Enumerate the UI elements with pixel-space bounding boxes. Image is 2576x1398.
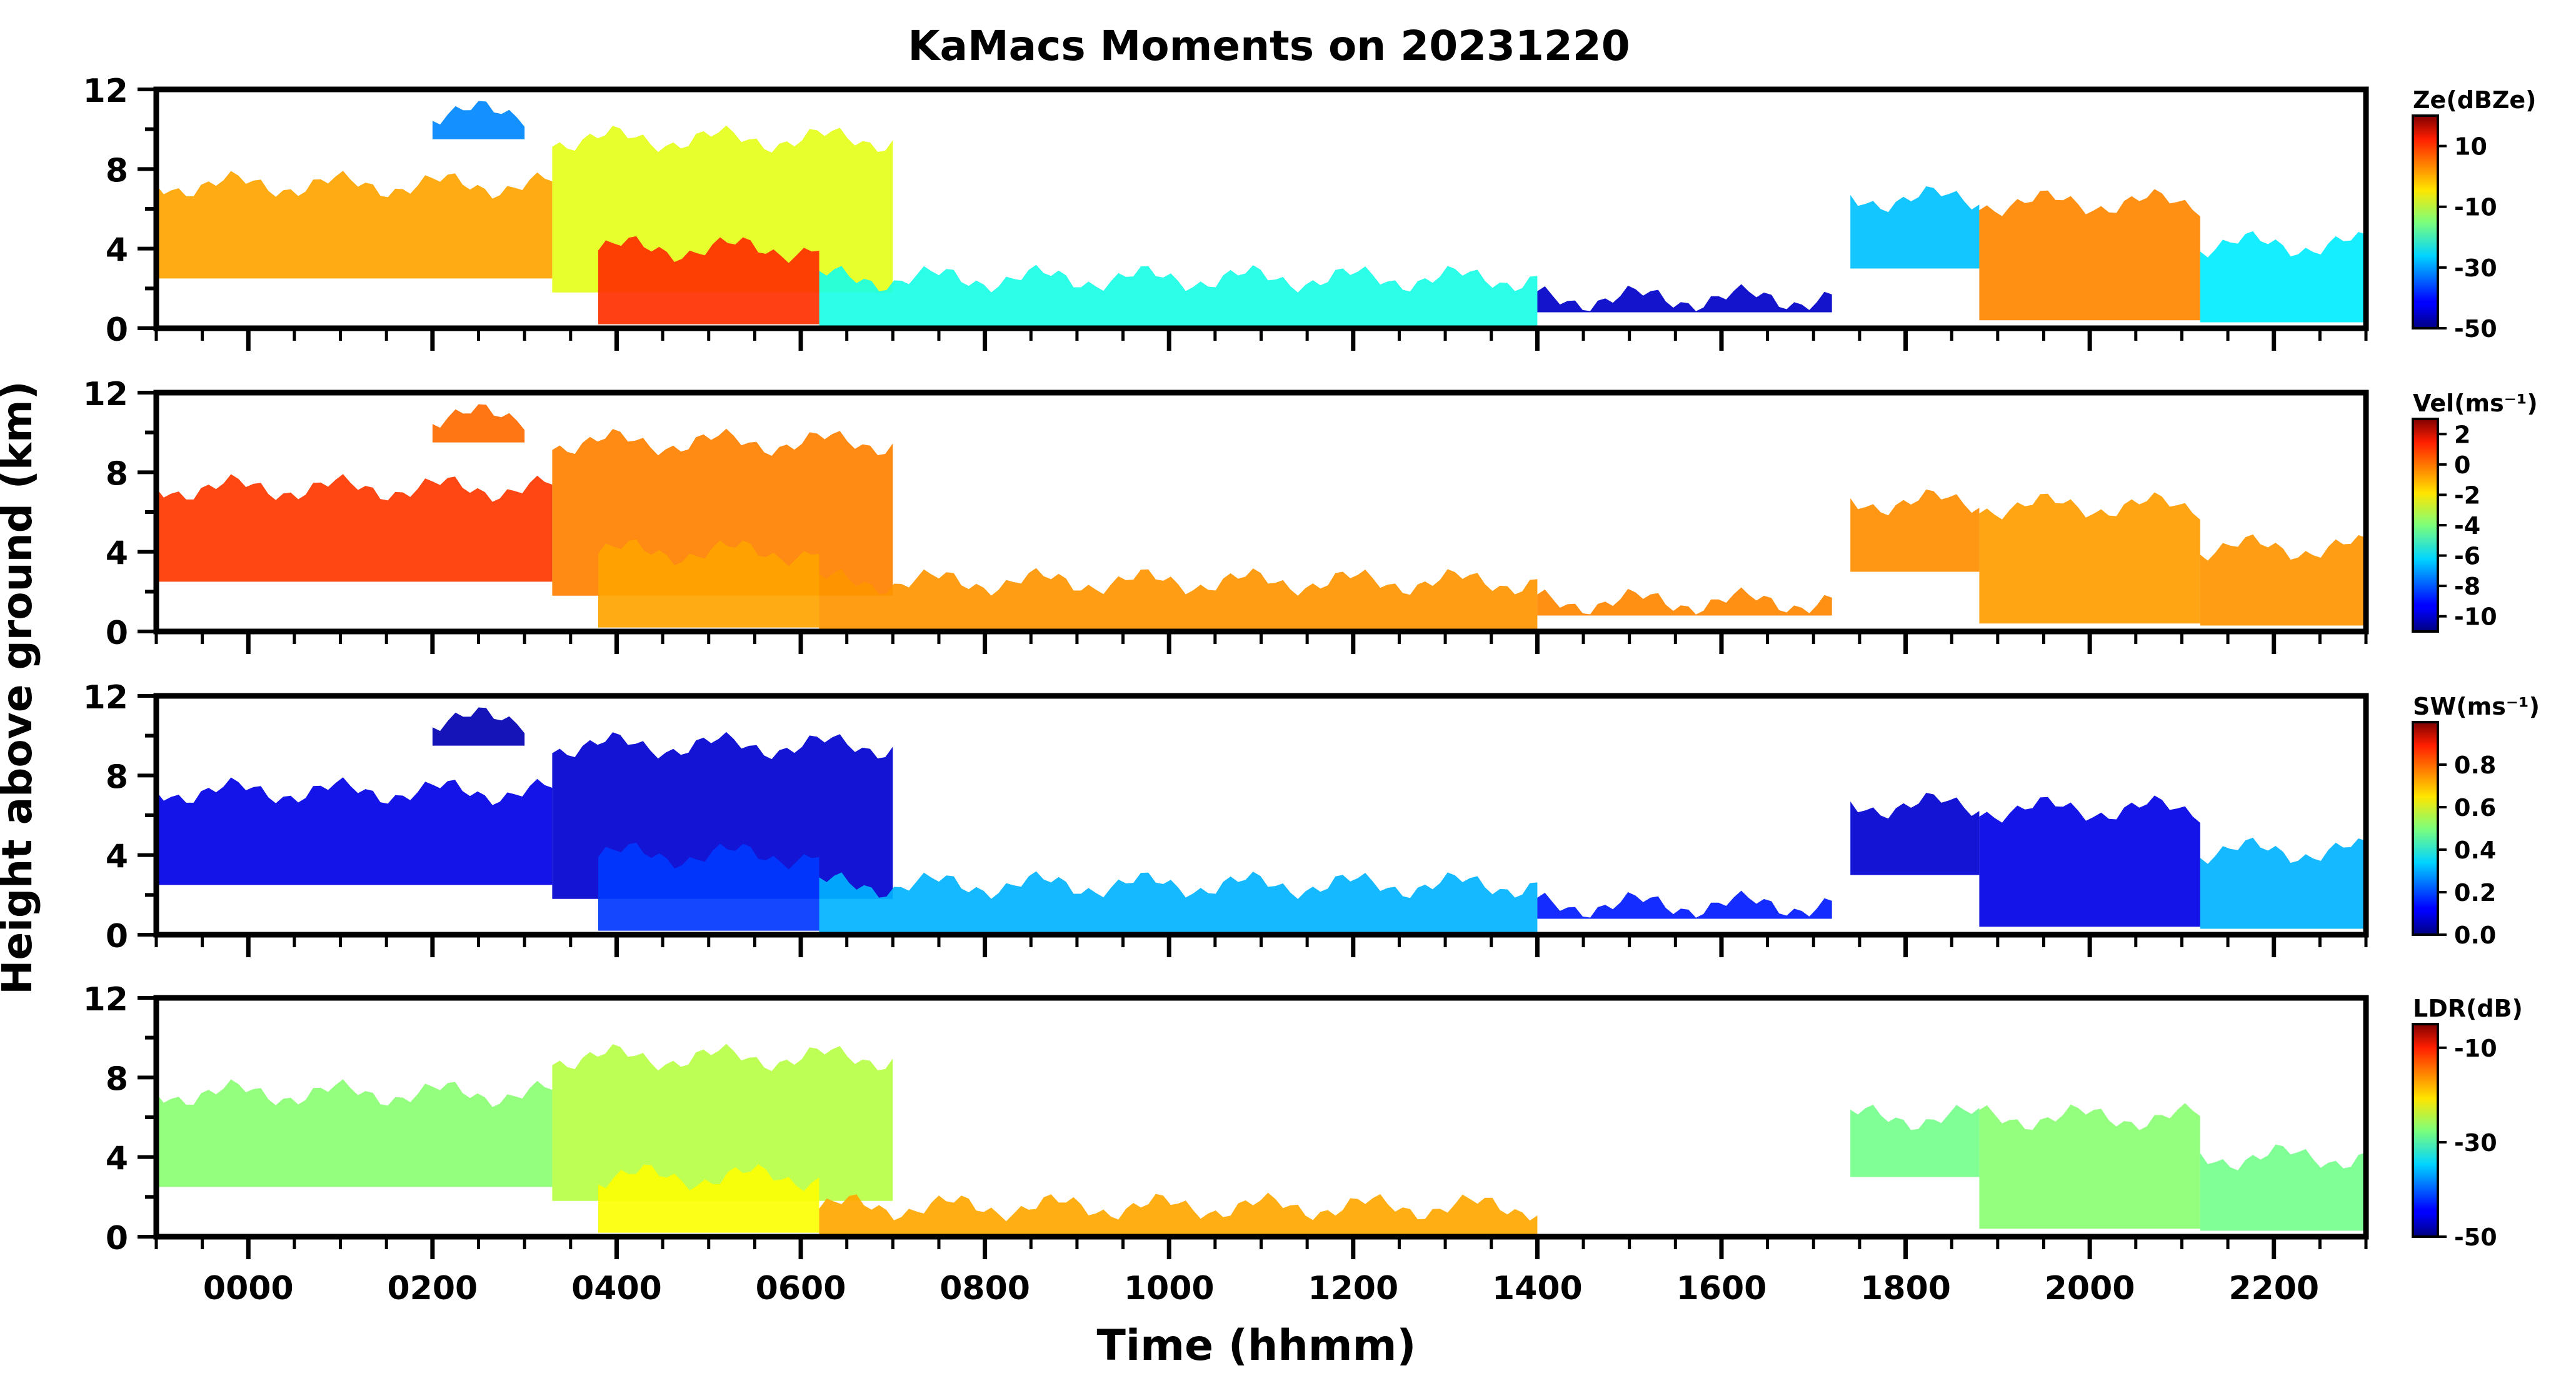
echo-region xyxy=(2200,1144,2366,1231)
colorbar-tick-label: 0.6 xyxy=(2454,794,2496,822)
colorbar xyxy=(2412,418,2439,633)
x-tick-label: 0400 xyxy=(571,1270,662,1307)
chart-title: KaMacs Moments on 20231220 xyxy=(908,22,1630,70)
echo-region xyxy=(1979,492,2200,624)
colorbar-label: Vel(ms⁻¹) xyxy=(2413,390,2538,417)
echo-layer xyxy=(156,1043,2366,1235)
colorbar-tick-label: -50 xyxy=(2454,1224,2497,1251)
echo-region xyxy=(1537,284,1832,313)
echo-region xyxy=(432,101,525,139)
panel-spectrum_width: 0 4 8 12 SW(ms⁻¹) 0.8 0.6 0.4 0.2 0.0 xyxy=(83,679,2540,957)
colorbar-tick-label: 0.0 xyxy=(2454,922,2496,949)
x-tick-label: 0800 xyxy=(940,1270,1030,1307)
panel-reflectivity: 0 4 8 12 Ze(dBZe) 10 -10 -30 -50 xyxy=(83,73,2537,351)
x-tick-label: 1000 xyxy=(1124,1270,1215,1307)
echo-region xyxy=(156,474,553,582)
echo-region xyxy=(819,1192,1538,1235)
echo-region xyxy=(598,1164,819,1233)
echo-region xyxy=(1537,890,1832,919)
colorbar-tick-label: -10 xyxy=(2454,1035,2497,1062)
echo-region xyxy=(1537,587,1832,616)
colorbar-tick-label: -8 xyxy=(2454,573,2480,600)
echo-region xyxy=(1850,1105,1980,1177)
x-tick-label: 1800 xyxy=(1860,1270,1951,1307)
echo-region xyxy=(156,777,553,885)
y-tick-label: 0 xyxy=(106,1220,128,1257)
colorbar-tick-label: -4 xyxy=(2454,512,2480,540)
echo-layer xyxy=(156,707,2366,933)
echo-region xyxy=(2200,837,2366,929)
colorbar-tick-label: 0.2 xyxy=(2454,879,2496,907)
x-tick-label: 1200 xyxy=(1308,1270,1398,1307)
x-tick-label: 2200 xyxy=(2228,1270,2319,1307)
y-tick-label: 8 xyxy=(106,455,128,493)
colorbar-tick-label: 0.8 xyxy=(2454,752,2496,779)
colorbar-tick-label: 0 xyxy=(2454,451,2470,479)
colorbar-tick-label: 10 xyxy=(2454,133,2487,161)
colorbar-tick-label: -10 xyxy=(2454,603,2497,631)
colorbar-tick-label: -6 xyxy=(2454,543,2480,570)
y-tick-label: 4 xyxy=(106,838,128,876)
echo-region xyxy=(2200,534,2366,626)
colorbar-tick-label: -50 xyxy=(2454,315,2497,343)
colorbar-tick-label: 2 xyxy=(2454,421,2470,448)
echo-region xyxy=(598,539,819,628)
y-tick-label: 8 xyxy=(106,152,128,189)
y-tick-label: 12 xyxy=(83,73,128,110)
echo-region xyxy=(819,871,1538,933)
colorbar-tick-label: -30 xyxy=(2454,254,2497,282)
y-tick-label: 4 xyxy=(106,232,128,269)
echo-region xyxy=(1850,490,1980,572)
y-tick-label: 12 xyxy=(83,981,128,1018)
echo-region xyxy=(819,264,1538,326)
echo-layer xyxy=(156,404,2366,630)
y-tick-label: 12 xyxy=(83,376,128,413)
echo-region xyxy=(598,842,819,931)
y-axis-label: Height above ground (km) xyxy=(0,381,41,995)
echo-region xyxy=(156,1079,553,1187)
y-tick-label: 0 xyxy=(106,918,128,955)
y-tick-label: 12 xyxy=(83,679,128,717)
colorbar-label: SW(ms⁻¹) xyxy=(2413,693,2540,720)
echo-region xyxy=(819,568,1538,630)
y-tick-label: 4 xyxy=(106,535,128,573)
echo-region xyxy=(1979,189,2200,321)
echo-region xyxy=(552,1043,893,1201)
y-tick-label: 0 xyxy=(106,311,128,349)
x-tick-label: 0200 xyxy=(388,1270,478,1307)
echo-region xyxy=(432,404,525,443)
y-tick-label: 0 xyxy=(106,615,128,652)
colorbar xyxy=(2412,721,2439,936)
echo-region xyxy=(1850,793,1980,875)
colorbar-label: LDR(dB) xyxy=(2413,995,2523,1022)
colorbar xyxy=(2412,114,2439,329)
x-tick-label: 1600 xyxy=(1676,1270,1767,1307)
y-tick-label: 4 xyxy=(106,1140,128,1178)
echo-region xyxy=(1979,795,2200,927)
echo-region xyxy=(156,171,553,279)
colorbar xyxy=(2412,1023,2439,1238)
y-tick-label: 8 xyxy=(106,758,128,796)
colorbar-tick-label: -10 xyxy=(2454,194,2497,221)
panel-ldr: 0 4 8 12 LDR(dB) -10 -30 -50 xyxy=(83,981,2523,1259)
echo-region xyxy=(1979,1103,2200,1229)
echo-region xyxy=(2200,231,2366,323)
colorbar-tick-label: -2 xyxy=(2454,481,2480,509)
x-tick-label: 0000 xyxy=(203,1270,294,1307)
x-axis-label: Time (hhmm) xyxy=(1096,1321,1416,1370)
x-tick-label: 1400 xyxy=(1492,1270,1583,1307)
colorbar-tick-label: -30 xyxy=(2454,1129,2497,1157)
colorbar-tick-label: 0.4 xyxy=(2454,837,2496,864)
x-tick-label: 0600 xyxy=(756,1270,846,1307)
echo-region xyxy=(598,236,819,324)
colorbar-label: Ze(dBZe) xyxy=(2413,86,2537,114)
echo-region xyxy=(432,707,525,746)
echo-layer xyxy=(156,101,2366,326)
echo-region xyxy=(1850,186,1980,269)
x-tick-label: 2000 xyxy=(2045,1270,2135,1307)
y-tick-label: 8 xyxy=(106,1060,128,1098)
